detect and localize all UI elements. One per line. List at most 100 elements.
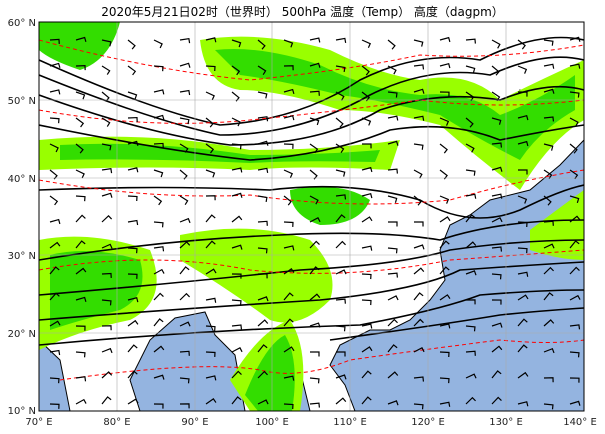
grid-lines: [39, 22, 584, 411]
wind-barb: [153, 292, 164, 301]
wind-barb: [127, 195, 138, 202]
wind-barb: [153, 374, 165, 380]
wind-barb: [569, 215, 581, 223]
wind-barb: [101, 347, 113, 354]
wind-barb: [309, 217, 321, 223]
wind-barb: [335, 117, 344, 128]
wind-barb: [569, 143, 578, 154]
y-tick: 40° N: [8, 174, 36, 185]
wind-barb: [491, 39, 501, 49]
wind-barb: [231, 370, 242, 379]
wind-barb: [127, 344, 138, 353]
wind-barb: [257, 319, 269, 327]
wind-barb: [569, 195, 580, 204]
wind-barb: [543, 347, 555, 354]
wind-barb: [153, 221, 164, 228]
wind-barb: [75, 240, 86, 249]
wind-barb: [543, 403, 554, 410]
wind-barb: [517, 91, 528, 97]
wind-barb: [101, 117, 111, 127]
wind-barb: [465, 65, 476, 73]
wind-barb: [257, 344, 268, 353]
wind-barb: [153, 403, 164, 409]
wind-barb: [517, 221, 528, 228]
wind-barb: [465, 325, 476, 332]
wind-barb: [465, 91, 475, 102]
wind-barb: [101, 299, 112, 306]
wind-barb: [179, 377, 190, 384]
wind-barb: [205, 325, 216, 332]
wind-barb: [205, 169, 216, 178]
wind-barb: [335, 143, 345, 154]
wind-barb: [127, 247, 138, 254]
wind-barb: [179, 350, 190, 356]
wind-barb: [543, 220, 554, 226]
wind-barb: [517, 401, 529, 407]
wind-barb: [413, 292, 424, 301]
wind-barb: [569, 266, 580, 275]
wind-barb: [257, 167, 269, 173]
wind-barb: [517, 169, 528, 175]
map-title: 2020年5月21日02时（世界时） 500hPa 温度（Temp） 高度（da…: [101, 5, 504, 19]
wind-barb: [179, 117, 190, 125]
wind-barb: [413, 244, 425, 250]
wind-barb: [388, 221, 398, 227]
wind-barb: [387, 115, 399, 121]
wind-barb: [413, 318, 424, 327]
wind-barb: [569, 294, 581, 301]
wind-barb: [49, 62, 61, 68]
wind-barb: [517, 318, 528, 327]
wind-barb: [387, 371, 399, 379]
wind-barb: [413, 169, 423, 179]
wind-barb: [543, 63, 555, 69]
wind-barb: [179, 266, 190, 275]
wind-barb: [101, 325, 112, 331]
wind-barb: [569, 400, 581, 406]
wind-barb: [361, 117, 372, 126]
wind-barb: [361, 323, 373, 329]
wind-barb: [75, 214, 86, 223]
wind-barb: [439, 240, 450, 249]
wind-barb: [543, 169, 553, 180]
wind-barb: [257, 399, 269, 405]
wind-barb: [491, 345, 503, 353]
wind-barb: [517, 195, 528, 204]
y-tick: 50° N: [8, 96, 36, 107]
wind-barb: [387, 91, 398, 98]
wind-barb: [127, 116, 138, 123]
wind-barb: [361, 370, 372, 379]
wind-barb: [439, 351, 450, 358]
wind-barb: [387, 295, 399, 301]
wind-barb: [153, 114, 165, 120]
wind-barb: [283, 375, 295, 381]
wind-barb: [49, 403, 60, 409]
wind-barb: [517, 140, 529, 147]
wind-barb: [257, 39, 266, 50]
wind-barb: [75, 36, 87, 43]
wind-barb: [153, 39, 163, 49]
wind-barb: [309, 322, 321, 328]
wind-barb: [75, 351, 86, 358]
wind-barb: [543, 116, 555, 122]
wind-barb: [205, 143, 215, 154]
wind-barb: [205, 195, 216, 201]
wind-barb: [361, 216, 373, 223]
wind-barb: [543, 243, 555, 249]
wind-barb: [283, 65, 294, 71]
wind-barb: [231, 117, 241, 127]
wind-barb: [179, 62, 191, 68]
wind-barb: [517, 39, 526, 50]
wind-barb: [205, 398, 217, 405]
wind-barb: [387, 195, 398, 203]
wind-barb: [283, 143, 294, 149]
wind-barb: [75, 325, 86, 331]
wind-barb: [153, 318, 164, 327]
wind-barb: [439, 91, 450, 97]
wind-barb: [543, 195, 552, 206]
wind-barb: [387, 140, 399, 146]
y-tick: 60° N: [8, 18, 36, 29]
wind-barb: [439, 117, 450, 126]
wind-barb: [231, 65, 241, 76]
wind-barb: [257, 195, 268, 203]
x-tick: 120° E: [411, 417, 445, 428]
